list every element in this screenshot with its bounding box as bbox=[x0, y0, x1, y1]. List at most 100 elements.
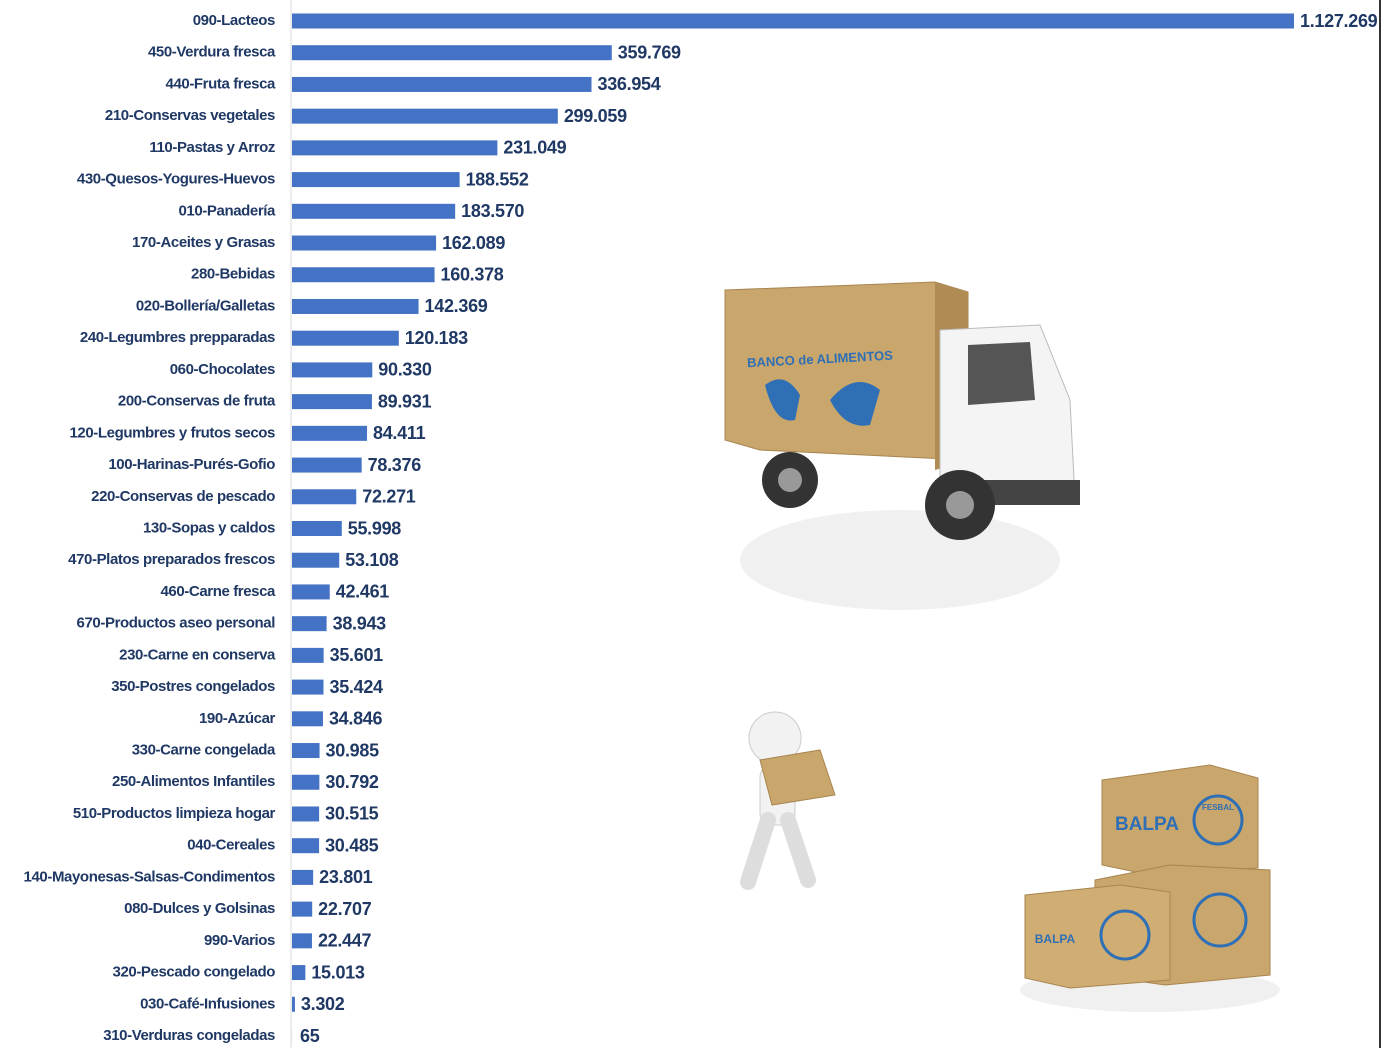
bar bbox=[292, 679, 324, 695]
person-illustration bbox=[740, 711, 836, 890]
value-label: 231.049 bbox=[503, 138, 566, 158]
value-label: 78.376 bbox=[368, 455, 422, 475]
bar bbox=[292, 425, 368, 441]
category-label: 090-Lacteos bbox=[193, 12, 275, 29]
bar bbox=[292, 298, 419, 314]
category-label: 320-Pescado congelado bbox=[113, 964, 276, 981]
value-label: 90.330 bbox=[378, 360, 432, 380]
bar bbox=[292, 965, 306, 981]
category-label: 280-Bebidas bbox=[191, 266, 275, 283]
category-label: 230-Carne en conserva bbox=[119, 646, 276, 663]
category-label: 140-Mayonesas-Salsas-Condimentos bbox=[24, 868, 276, 885]
bar bbox=[292, 743, 320, 759]
bar bbox=[292, 838, 320, 854]
category-label: 120-Legumbres y frutos secos bbox=[69, 424, 275, 441]
value-label: 23.801 bbox=[319, 867, 373, 887]
category-label: 010-Panadería bbox=[178, 202, 276, 219]
value-label: 65 bbox=[300, 1026, 320, 1046]
bar bbox=[292, 76, 592, 92]
value-label: 1.127.269 bbox=[1300, 11, 1378, 31]
category-label: 310-Verduras congeladas bbox=[103, 1027, 275, 1044]
bar bbox=[292, 521, 342, 536]
category-label: 510-Productos limpieza hogar bbox=[73, 805, 276, 822]
category-label: 060-Chocolates bbox=[170, 361, 275, 378]
bar bbox=[292, 362, 373, 378]
category-label: 190-Azúcar bbox=[199, 710, 276, 727]
bar bbox=[292, 394, 372, 410]
bar bbox=[292, 647, 324, 663]
category-label: 040-Cereales bbox=[187, 837, 275, 854]
value-label: 162.089 bbox=[442, 233, 505, 253]
box-seal: FESBAL bbox=[1202, 803, 1234, 812]
bar bbox=[292, 616, 327, 632]
bar bbox=[292, 774, 320, 790]
value-label: 30.515 bbox=[325, 804, 379, 824]
category-label: 350-Postres congelados bbox=[111, 678, 275, 695]
category-label: 330-Carne congelada bbox=[132, 742, 276, 759]
value-label: 38.943 bbox=[333, 613, 387, 633]
category-label: 470-Platos preparados frescos bbox=[68, 551, 275, 568]
value-label: 160.378 bbox=[441, 265, 504, 285]
category-label: 440-Fruta fresca bbox=[166, 75, 277, 92]
bar bbox=[292, 235, 437, 251]
bar bbox=[292, 45, 612, 61]
value-label: 35.601 bbox=[330, 645, 384, 665]
bar bbox=[292, 869, 314, 885]
box-label: BALPA bbox=[1115, 814, 1179, 835]
value-label: 183.570 bbox=[461, 201, 524, 221]
boxes-illustration: BALPA BALPA FESBAL bbox=[1020, 764, 1280, 1012]
value-label: 336.954 bbox=[598, 74, 661, 94]
truck-illustration: BANCO de ALIMENTOS bbox=[724, 281, 1080, 610]
bar bbox=[292, 584, 330, 600]
bar bbox=[292, 552, 340, 568]
bar bbox=[292, 996, 295, 1012]
category-label: 450-Verdura fresca bbox=[148, 44, 276, 61]
bar bbox=[292, 901, 313, 917]
value-label: 188.552 bbox=[466, 169, 529, 189]
category-label: 220-Conservas de pescado bbox=[91, 488, 275, 505]
category-label: 110-Pastas y Arroz bbox=[149, 139, 275, 156]
value-label: 89.931 bbox=[378, 391, 432, 411]
category-label: 670-Productos aseo personal bbox=[77, 615, 276, 632]
category-label: 430-Quesos-Yogures-Huevos bbox=[77, 171, 275, 188]
category-label: 080-Dulces y Golsinas bbox=[124, 900, 275, 917]
category-label: 170-Aceites y Grasas bbox=[132, 234, 275, 251]
category-label: 030-Café-Infusiones bbox=[140, 995, 275, 1012]
category-label: 250-Alimentos Infantiles bbox=[112, 773, 275, 790]
category-label: 130-Sopas y caldos bbox=[143, 519, 275, 536]
value-label: 15.013 bbox=[311, 962, 365, 982]
category-label: 200-Conservas de fruta bbox=[118, 393, 276, 410]
bar bbox=[292, 140, 498, 156]
value-label: 35.424 bbox=[329, 677, 383, 697]
category-label: 210-Conservas vegetales bbox=[105, 107, 275, 124]
value-label: 30.985 bbox=[326, 740, 380, 760]
value-label: 22.707 bbox=[318, 899, 372, 919]
value-label: 30.485 bbox=[325, 835, 379, 855]
category-label: 240-Legumbres prepparadas bbox=[80, 329, 275, 346]
value-label: 22.447 bbox=[318, 931, 372, 951]
category-label: 100-Harinas-Purés-Gofio bbox=[108, 456, 275, 473]
value-label: 3.302 bbox=[301, 994, 345, 1014]
bar bbox=[292, 806, 320, 822]
category-label: 990-Varios bbox=[204, 932, 275, 949]
value-label: 359.769 bbox=[618, 42, 681, 62]
bar bbox=[292, 13, 1294, 29]
bar bbox=[292, 108, 558, 124]
box-label-small: BALPA bbox=[1035, 932, 1076, 946]
bar bbox=[292, 330, 399, 346]
value-label: 84.411 bbox=[373, 423, 426, 443]
bar bbox=[292, 203, 456, 219]
value-label: 299.059 bbox=[564, 106, 627, 126]
bar bbox=[292, 267, 435, 283]
category-label: 460-Carne fresca bbox=[160, 583, 276, 600]
bar bbox=[292, 489, 357, 505]
value-label: 55.998 bbox=[348, 518, 402, 538]
value-label: 142.369 bbox=[425, 296, 488, 316]
value-label: 120.183 bbox=[405, 328, 468, 348]
bar bbox=[292, 457, 362, 473]
value-label: 34.846 bbox=[329, 709, 383, 729]
bar bbox=[292, 711, 323, 727]
value-label: 42.461 bbox=[336, 582, 390, 602]
value-label: 53.108 bbox=[345, 550, 399, 570]
